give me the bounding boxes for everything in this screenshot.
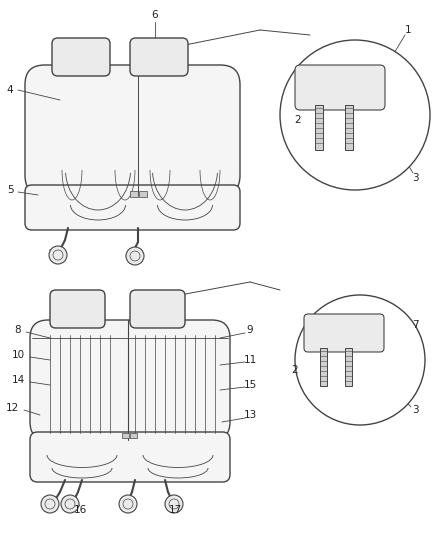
FancyBboxPatch shape (25, 185, 240, 230)
Text: 15: 15 (244, 380, 257, 390)
Circle shape (119, 495, 137, 513)
Text: 1: 1 (405, 25, 411, 35)
Circle shape (123, 499, 133, 509)
Text: 8: 8 (15, 325, 21, 335)
Text: 14: 14 (11, 375, 25, 385)
Text: 2: 2 (295, 115, 301, 125)
FancyBboxPatch shape (30, 320, 230, 440)
Text: 9: 9 (247, 325, 253, 335)
FancyBboxPatch shape (130, 38, 188, 76)
Text: 13: 13 (244, 410, 257, 420)
Circle shape (45, 499, 55, 509)
Circle shape (41, 495, 59, 513)
Bar (345, 348, 352, 386)
Circle shape (65, 499, 75, 509)
FancyBboxPatch shape (50, 290, 105, 328)
Bar (315, 105, 323, 150)
Text: 6: 6 (152, 10, 158, 20)
FancyBboxPatch shape (130, 290, 185, 328)
Circle shape (126, 247, 144, 265)
Bar (139, 191, 147, 197)
Bar (320, 348, 327, 386)
Text: 12: 12 (5, 403, 19, 413)
Bar (345, 105, 353, 150)
Bar (122, 433, 129, 438)
Circle shape (49, 246, 67, 264)
FancyBboxPatch shape (25, 65, 240, 195)
Text: 2: 2 (292, 365, 298, 375)
Circle shape (295, 295, 425, 425)
Bar (130, 191, 138, 197)
FancyBboxPatch shape (52, 38, 110, 76)
Text: 10: 10 (11, 350, 25, 360)
Text: 5: 5 (7, 185, 13, 195)
Circle shape (130, 251, 140, 261)
Circle shape (280, 40, 430, 190)
Text: 11: 11 (244, 355, 257, 365)
Circle shape (165, 495, 183, 513)
FancyBboxPatch shape (30, 432, 230, 482)
Text: 7: 7 (412, 320, 418, 330)
FancyBboxPatch shape (295, 65, 385, 110)
Text: 3: 3 (412, 173, 418, 183)
Text: 16: 16 (74, 505, 87, 515)
Circle shape (53, 250, 63, 260)
Circle shape (169, 499, 179, 509)
Text: 17: 17 (168, 505, 182, 515)
Text: 3: 3 (412, 405, 418, 415)
Bar (130, 433, 137, 438)
Circle shape (61, 495, 79, 513)
FancyBboxPatch shape (304, 314, 384, 352)
Text: 4: 4 (7, 85, 13, 95)
